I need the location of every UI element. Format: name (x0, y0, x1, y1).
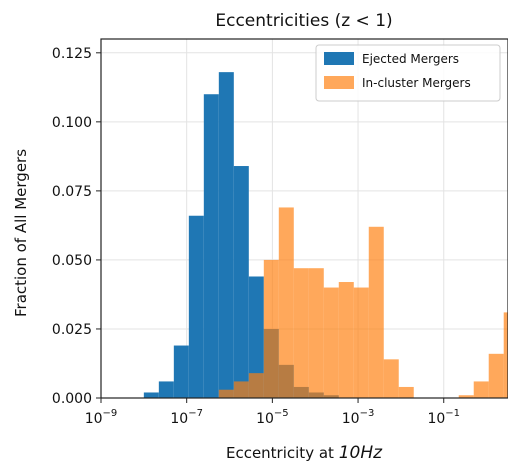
histogram-bar (233, 166, 249, 398)
x-tick-label: 10−7 (170, 408, 203, 427)
histogram-bar (143, 392, 159, 398)
histogram-bar (323, 287, 339, 398)
histogram-bar (398, 386, 414, 398)
y-tick-label: 0.000 (52, 391, 92, 407)
histogram-bar (248, 276, 264, 398)
series-in-cluster-mergers (218, 207, 508, 398)
y-axis-label: Fraction of All Mergers (12, 149, 30, 317)
histogram-bar (293, 268, 309, 398)
histogram-bar (383, 359, 399, 398)
y-tick-label: 0.100 (52, 115, 92, 131)
histogram-bar (458, 395, 474, 398)
histogram-bar (353, 287, 369, 398)
legend-swatch (324, 76, 354, 89)
y-tick-label: 0.050 (52, 253, 92, 269)
y-tick-label: 0.125 (52, 46, 92, 62)
histogram-bars (143, 72, 508, 398)
axes-frame (100, 38, 508, 399)
histogram-bar (248, 373, 264, 398)
histogram-bar (218, 389, 234, 398)
histogram-bar (158, 381, 174, 398)
histogram-bar (338, 282, 354, 398)
x-axis-label-text: Eccentricity at (226, 444, 339, 462)
histogram-bar (503, 312, 508, 398)
legend: Ejected Mergers In-cluster Mergers (315, 44, 501, 102)
x-tick-label: 10−9 (85, 408, 118, 427)
histogram-bar (278, 207, 294, 398)
x-tick-label: 10−1 (427, 408, 460, 427)
y-tick-label: 0.075 (52, 184, 92, 200)
legend-label: Ejected Mergers (362, 52, 459, 66)
histogram-bar (188, 215, 204, 398)
x-tick-label: 10−5 (256, 408, 289, 427)
x-axis-label-math: 10Hz (339, 443, 383, 463)
histogram-bar (233, 381, 249, 398)
histogram-bar (308, 268, 324, 398)
legend-box (315, 44, 501, 102)
chart-title: Eccentricities (z < 1) (215, 11, 392, 31)
histogram-bar (203, 94, 219, 398)
histogram-bar (173, 345, 189, 398)
histogram-bar (488, 353, 504, 398)
x-axis-label: Eccentricity at 10Hz (226, 443, 383, 463)
y-ticks: 0.000 0.025 0.050 0.075 0.100 0.125 (52, 46, 101, 407)
y-tick-label: 0.025 (52, 322, 92, 338)
histogram-bar (368, 226, 384, 398)
legend-swatch (324, 52, 354, 65)
legend-label: In-cluster Mergers (362, 76, 471, 90)
histogram-bar (218, 72, 234, 398)
x-ticks: 10−9 10−7 10−5 10−3 10−1 (85, 398, 460, 427)
histogram-bar (473, 381, 489, 398)
histogram-bar (263, 259, 279, 398)
x-tick-label: 10−3 (342, 408, 375, 427)
